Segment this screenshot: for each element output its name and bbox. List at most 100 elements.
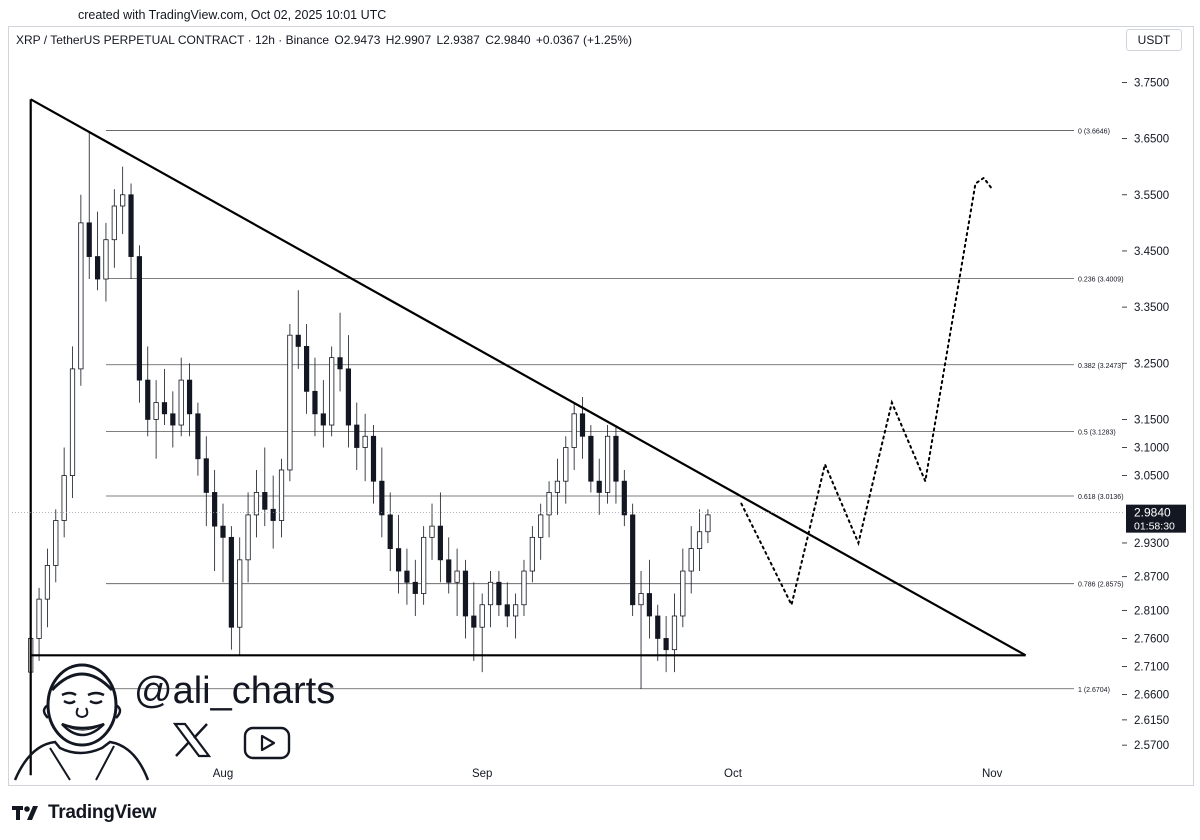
candle-up (278, 469, 285, 521)
candle-down (387, 514, 393, 549)
projection-path (740, 176, 994, 608)
fib-level-label: 1 (2.6704) (1078, 687, 1110, 694)
footer-brand-name: TradingView (48, 802, 157, 823)
fib-retracement: 0 (3.6646) 0.236 (3.4009) 0.382 (3.2473) 0.… (106, 128, 1124, 694)
candle-down (203, 458, 209, 493)
ohlc-open: O2.9473 (334, 33, 381, 47)
candle-down (345, 368, 352, 426)
ohlc-close: C2.9840 (485, 33, 531, 47)
candle-up (538, 514, 544, 538)
fib-level-label: 0.786 (2.8575) (1078, 582, 1124, 589)
candle-up (487, 581, 494, 606)
author-handle: @ali_charts (134, 670, 336, 712)
tradingview-logo-icon (12, 806, 38, 820)
candle-up (53, 520, 59, 566)
candle-up (362, 435, 368, 448)
currency-button[interactable]: USDT (1126, 29, 1182, 51)
time-tick-label: Nov (982, 768, 1003, 780)
youtube-icon (243, 726, 291, 760)
price-tick-label: 3.1000 (1134, 443, 1169, 455)
candle-up (563, 447, 569, 482)
candle-up (513, 604, 519, 617)
candle-down (655, 615, 661, 639)
time-axis[interactable]: Aug Sep Oct Nov (213, 768, 1003, 780)
candle-down (136, 256, 142, 381)
candle-up (696, 531, 703, 549)
candle-up (421, 536, 427, 594)
candle-up (237, 559, 243, 628)
price-tick-label: 2.8100 (1134, 605, 1169, 617)
ohlc-change: +0.0367 (+1.25%) (535, 33, 632, 47)
price-tick-label: 3.6500 (1134, 134, 1169, 146)
candle-down (295, 334, 301, 347)
candle-up (671, 615, 678, 651)
candle-down (220, 525, 226, 538)
candle-down (370, 435, 377, 482)
time-tick-label: Sep (472, 768, 492, 780)
candle-down (446, 559, 452, 583)
candle-up (120, 194, 126, 207)
price-tick-label: 2.7100 (1134, 662, 1169, 674)
fib-level-label: 0 (3.6646) (1078, 128, 1110, 135)
last-price-value: 2.9840 (1134, 506, 1171, 520)
time-tick-label: Aug (213, 768, 233, 780)
candle-down (186, 379, 193, 415)
projected-price-path (740, 176, 994, 608)
candle-down (304, 346, 310, 392)
price-tick-label: 2.5700 (1134, 740, 1169, 752)
candle-up (429, 525, 435, 538)
symbol-name: XRP / TetherUS PERPETUAL CONTRACT · 12h … (16, 33, 330, 47)
candle-up (61, 475, 67, 521)
candle-down (312, 390, 318, 415)
candle-down (262, 492, 268, 510)
candle-down (646, 593, 652, 617)
candle-down (228, 536, 234, 628)
footer-brand: TradingView (12, 802, 157, 824)
candle-down (195, 413, 201, 460)
candle-down (596, 480, 602, 493)
ohlc-low: L2.9387 (436, 33, 480, 47)
time-tick-label: Oct (724, 768, 743, 780)
candle-down (462, 570, 469, 617)
candle-down (437, 525, 443, 561)
candle-up (103, 239, 109, 280)
price-tick-label: 3.0500 (1134, 471, 1169, 483)
candle-up (36, 598, 42, 639)
price-tick-label: 2.9300 (1134, 538, 1169, 550)
candle-down (471, 615, 477, 628)
candle-up (253, 492, 260, 516)
fib-level-label: 0.5 (3.1283) (1078, 430, 1116, 437)
candle-down (630, 514, 636, 606)
price-tick-label: 3.2500 (1134, 358, 1169, 370)
bar-countdown: 01:58:30 (1134, 521, 1175, 533)
symbol-info: XRP / TetherUS PERPETUAL CONTRACT · 12h … (16, 33, 634, 47)
candle-down (395, 548, 402, 572)
price-axis[interactable]: 3.7500 3.6500 3.5500 3.4500 3.3500 3.2500 3.15… (1122, 77, 1169, 752)
candle-down (270, 508, 276, 521)
descending-triangle (29, 98, 1027, 776)
candle-up (245, 514, 251, 561)
candle-up (546, 492, 552, 516)
chart-frame (8, 26, 1194, 786)
candle-up (680, 570, 686, 617)
candles (28, 133, 711, 718)
candle-down (404, 570, 410, 583)
x-logo-icon (172, 722, 212, 758)
price-tick-label: 2.6150 (1134, 715, 1169, 727)
price-tick-label: 3.4500 (1134, 246, 1169, 258)
candle-up (78, 222, 84, 370)
candle-up (688, 548, 694, 572)
chart-credit: created with TradingView.com, Oct 02, 20… (78, 8, 387, 22)
candle-down (337, 357, 343, 370)
last-price-tag-bg (1126, 504, 1186, 533)
candle-down (613, 435, 619, 482)
price-tick-label: 2.7600 (1134, 633, 1169, 645)
price-tick-label: 3.5500 (1134, 190, 1169, 202)
candle-up (287, 334, 293, 471)
candle-down (145, 379, 151, 420)
candle-up (705, 514, 711, 533)
candle-down (161, 402, 168, 415)
candle-down (320, 413, 326, 426)
triangle-upper-trendline (30, 98, 1027, 657)
